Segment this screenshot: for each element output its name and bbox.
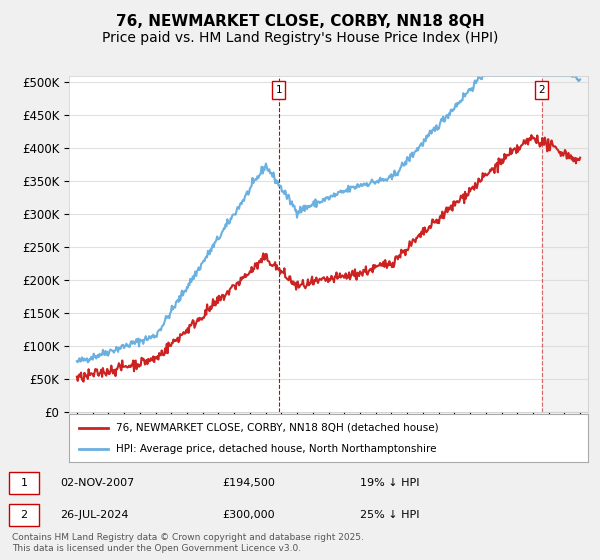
Text: 02-NOV-2007: 02-NOV-2007 [60, 478, 134, 488]
Text: 19% ↓ HPI: 19% ↓ HPI [360, 478, 419, 488]
Text: £194,500: £194,500 [222, 478, 275, 488]
Text: 26-JUL-2024: 26-JUL-2024 [60, 510, 128, 520]
Text: HPI: Average price, detached house, North Northamptonshire: HPI: Average price, detached house, Nort… [116, 444, 436, 454]
Text: Price paid vs. HM Land Registry's House Price Index (HPI): Price paid vs. HM Land Registry's House … [102, 31, 498, 45]
Text: 76, NEWMARKET CLOSE, CORBY, NN18 8QH (detached house): 76, NEWMARKET CLOSE, CORBY, NN18 8QH (de… [116, 423, 439, 433]
Text: 2: 2 [20, 510, 28, 520]
FancyBboxPatch shape [272, 81, 286, 99]
Text: Contains HM Land Registry data © Crown copyright and database right 2025.
This d: Contains HM Land Registry data © Crown c… [12, 533, 364, 553]
Text: £300,000: £300,000 [222, 510, 275, 520]
FancyBboxPatch shape [9, 472, 39, 494]
FancyBboxPatch shape [9, 504, 39, 526]
Text: 76, NEWMARKET CLOSE, CORBY, NN18 8QH: 76, NEWMARKET CLOSE, CORBY, NN18 8QH [116, 14, 484, 29]
Text: 25% ↓ HPI: 25% ↓ HPI [360, 510, 419, 520]
Text: 2: 2 [538, 85, 545, 95]
Text: 1: 1 [275, 85, 282, 95]
Text: 1: 1 [20, 478, 28, 488]
FancyBboxPatch shape [535, 81, 548, 99]
